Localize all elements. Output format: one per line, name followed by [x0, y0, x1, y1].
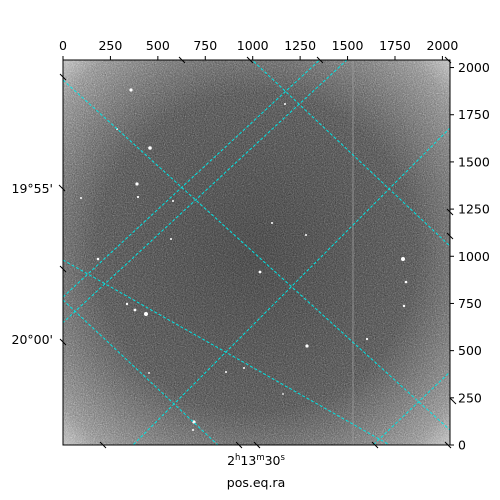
wcs-tick-mark: [235, 441, 243, 449]
y-tick-label: 750: [458, 296, 482, 311]
star: [125, 302, 129, 306]
x-tick-label: 2000: [427, 38, 459, 53]
x-tick-label: 1000: [237, 38, 269, 53]
star: [148, 146, 152, 150]
grid-line: [132, 127, 450, 445]
star: [96, 257, 100, 261]
wcs-tick-mark: [99, 441, 107, 449]
star: [129, 88, 133, 92]
star: [170, 238, 172, 240]
wcs-tick-mark: [246, 56, 254, 64]
star: [133, 308, 137, 312]
star: [305, 234, 307, 236]
y-tick-label: 0: [458, 438, 466, 453]
ra-axis-label: pos.eq.ra: [227, 475, 285, 490]
wcs-tick-mark: [59, 265, 67, 273]
grid-line: [63, 299, 219, 445]
wcs-tick-mark: [59, 73, 67, 81]
y-tick-label: 500: [458, 343, 482, 358]
wcs-tick-mark: [316, 56, 324, 64]
y-tick-label: 1250: [458, 202, 490, 217]
wcs-tick-mark: [444, 56, 452, 64]
x-pixel-ticks: 0 250 500 750 1000 1250 1500 1750 2000: [59, 38, 458, 60]
dec-tick-label-1955: 19°55': [12, 181, 54, 196]
image-area: [63, 60, 450, 445]
star: [305, 344, 309, 348]
y-tick-label: 1750: [458, 107, 490, 122]
y-tick-label: 250: [458, 390, 482, 405]
x-tick-label: 250: [98, 38, 122, 53]
x-tick-label: 1250: [284, 38, 316, 53]
ra-tick-label: 2h13m30s: [227, 453, 285, 468]
grid-line: [63, 60, 321, 298]
grid-line: [372, 371, 450, 445]
star: [284, 103, 286, 105]
star: [172, 200, 174, 202]
coordinate-grid: [63, 60, 450, 445]
grid-line: [63, 259, 391, 445]
y-tick-label: 2000: [458, 60, 490, 75]
star: [271, 222, 273, 224]
star: [144, 312, 148, 316]
x-tick-label: 0: [59, 38, 67, 53]
wcs-tick-mark: [58, 184, 66, 192]
star: [148, 372, 150, 374]
dec-tick-label-2000: 20°00': [12, 332, 54, 347]
y-tick-label: 1500: [458, 154, 490, 169]
stars: [80, 88, 408, 431]
x-tick-label: 750: [193, 38, 217, 53]
star: [404, 280, 408, 284]
wcs-tick-mark: [449, 397, 457, 405]
wcs-tick-mark: [444, 441, 452, 449]
wcs-tick-mark: [371, 441, 379, 449]
wcs-tick-mark: [253, 441, 261, 449]
wcs-tick-mark: [178, 56, 186, 64]
x-tick-label: 1750: [379, 38, 411, 53]
star: [243, 367, 245, 369]
star: [136, 195, 140, 199]
star: [225, 371, 227, 373]
star: [282, 393, 284, 395]
wcs-tick-mark: [446, 232, 454, 240]
star: [402, 304, 406, 308]
x-tick-label: 1500: [332, 38, 364, 53]
wcs-ticks: [58, 56, 457, 449]
star: [258, 270, 262, 274]
image-vignette: [63, 60, 450, 445]
x-tick-label: 500: [146, 38, 170, 53]
grid-line: [63, 60, 348, 324]
star: [80, 197, 82, 199]
wcs-tick-mark: [446, 208, 454, 216]
wcs-tick-mark: [59, 338, 67, 346]
star: [401, 257, 405, 261]
star: [192, 429, 194, 431]
y-pixel-ticks: 0 250 500 750 1000 1250 1500 1750 2000: [450, 60, 490, 453]
y-tick-label: 1000: [458, 249, 490, 264]
star: [135, 182, 139, 186]
star: [365, 337, 369, 341]
grid-line: [63, 79, 450, 431]
grid-line: [251, 60, 450, 247]
